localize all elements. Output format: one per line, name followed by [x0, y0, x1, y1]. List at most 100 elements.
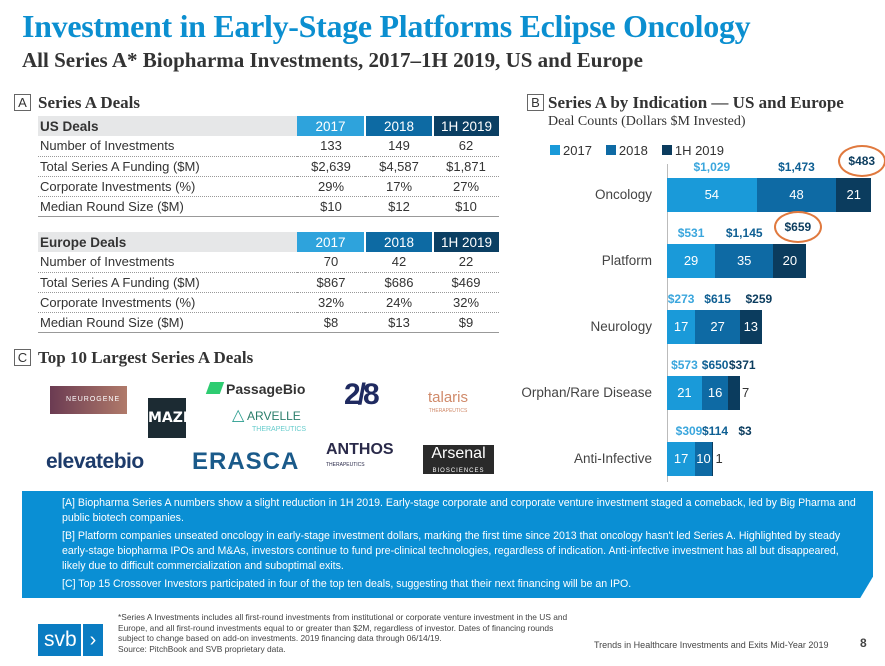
table-header-label: US Deals — [38, 116, 297, 136]
legend-swatch — [605, 145, 616, 155]
table-header-row: US Deals 2017 2018 1H 2019 — [38, 116, 499, 136]
legend-label: 2017 — [563, 143, 592, 158]
table-cell: 29% — [297, 176, 365, 197]
legend-item: 1H 2019 — [661, 143, 724, 158]
table-cell: 70 — [297, 252, 365, 273]
bar-dollar-label: $309 — [675, 424, 703, 438]
bar-segment: 7 — [728, 376, 749, 410]
table-cell: 17% — [365, 176, 433, 197]
bar-segment: 17 — [667, 442, 696, 476]
column-header: 2018 — [365, 232, 434, 252]
legend-label: 2018 — [618, 143, 648, 158]
table-cell: 24% — [365, 292, 433, 313]
arsenal-text: Arsenal — [431, 445, 486, 462]
bar-count-label: 7 — [742, 385, 750, 400]
bar-count-label: 35 — [736, 253, 752, 268]
source-text: Source: PitchBook and SVB proprietary da… — [118, 643, 286, 654]
page-number: 8 — [860, 636, 867, 650]
bar-dollar-label: $273 — [667, 292, 695, 306]
maze-logo: MAZE — [148, 398, 192, 438]
bar-segment: 16 — [701, 376, 729, 410]
bar-dollar-label: $1,473 — [778, 160, 815, 174]
bar-count-label: 29 — [683, 253, 699, 268]
footnote: *Series A Investments includes all first… — [118, 612, 578, 654]
section-a-title: Series A Deals — [38, 93, 140, 112]
table-cell: $686 — [365, 272, 433, 293]
bar-count-label: 21 — [846, 187, 861, 202]
category-label: Orphan/Rare Disease — [521, 385, 652, 400]
category-label: Neurology — [590, 319, 652, 334]
footnote-text: *Series A Investments includes all first… — [118, 612, 568, 643]
table-cell: $13 — [365, 312, 433, 333]
chevron-right-icon: › — [81, 624, 103, 656]
table-cell: 32% — [433, 292, 499, 313]
table-row: Median Round Size ($M) $10 $12 $10 — [38, 196, 499, 217]
bar-dollar-label: $615 — [704, 292, 731, 306]
column-header: 2018 — [365, 116, 434, 136]
elevatebio-logo: elevatebio — [46, 450, 144, 473]
bar-count-label: 17 — [673, 451, 689, 466]
bar-dollar-label: $259 — [745, 292, 773, 306]
bar-count-label: 13 — [743, 319, 759, 334]
bar-count-label: 20 — [782, 253, 798, 268]
table-cell: $4,587 — [365, 156, 433, 177]
section-c-title: Top 10 Largest Series A Deals — [38, 348, 254, 367]
table-row: Median Round Size ($M) $8 $13 $9 — [38, 312, 499, 333]
row-label: Total Series A Funding ($M) — [38, 272, 297, 293]
bar-dollar-label: $650 — [701, 358, 729, 372]
table-header-row: Europe Deals 2017 2018 1H 2019 — [38, 232, 499, 252]
table-cell: 62 — [433, 136, 499, 157]
chart-title: Series A by Indication — US and Europe — [548, 93, 844, 112]
column-header: 1H 2019 — [433, 116, 499, 136]
talaris-subtext: THERAPEUTICS — [428, 408, 468, 414]
svb-logo: svb › — [38, 624, 103, 656]
bar-segment: 13 — [740, 310, 762, 344]
talaris-text: talaris — [428, 389, 469, 406]
table-row: Corporate Investments (%) 32% 24% 32% — [38, 292, 499, 313]
bar-count-label: 54 — [704, 187, 720, 202]
row-label: Total Series A Funding ($M) — [38, 156, 297, 177]
note-c: [C] Top 15 Crossover Investors participa… — [62, 578, 632, 590]
bar-count-label: 16 — [707, 385, 723, 400]
category-label: Oncology — [594, 187, 652, 202]
key-takeaways-box: [A] Biopharma Series A numbers show a sl… — [22, 491, 873, 598]
anthos-subtext: THERAPEUTICS — [326, 462, 365, 468]
bar-segment: 48 — [756, 178, 837, 212]
legend-swatch — [550, 145, 560, 155]
section-a-letter: A — [14, 94, 31, 111]
chart-legend: 2017 2018 1H 2019 — [550, 143, 738, 158]
bar-segment: 21 — [836, 178, 872, 212]
note-b: [B] Platform companies unseated oncology… — [62, 530, 841, 572]
column-header: 2017 — [297, 116, 366, 136]
row-label: Median Round Size ($M) — [38, 196, 297, 217]
highlight-circle — [773, 211, 822, 243]
erasca-logo: ERASCA — [192, 448, 300, 475]
column-header: 1H 2019 — [433, 232, 499, 252]
page-title: Investment in Early-Stage Platforms Ecli… — [22, 8, 751, 44]
svb-logo-text: svb — [44, 628, 77, 651]
arsenal-subtext: BIOSCIENCES — [432, 468, 485, 474]
row-label: Corporate Investments (%) — [38, 176, 297, 197]
table-cell: $9 — [433, 312, 499, 333]
bar-dollar-label: $114 — [701, 424, 729, 438]
bar-dollar-label: $573 — [671, 358, 698, 372]
anthos-logo: ANTHOS THERAPEUTICS — [326, 441, 394, 471]
highlight-circle — [837, 145, 885, 177]
legend-swatch — [661, 145, 672, 155]
legend-item: 2017 — [550, 143, 592, 158]
table-row: Total Series A Funding ($M) $2,639 $4,587 $… — [38, 156, 499, 177]
bar-dollar-label: $531 — [677, 226, 705, 240]
report-title: Trends in Healthcare Investments and Exi… — [594, 640, 829, 650]
arvelle-subtext: THERAPEUTICS — [252, 426, 307, 433]
bar-count-label: 48 — [789, 187, 804, 202]
table-cell: 42 — [365, 252, 433, 273]
table-cell: 22 — [433, 252, 499, 273]
anthos-text: ANTHOS — [326, 441, 394, 458]
arvelle-logo: △ ARVELLE THERAPEUTICS — [232, 407, 307, 435]
row-label: Number of Investments — [38, 252, 297, 273]
bar-dollar-label: $371 — [728, 358, 756, 372]
table-cell: $12 — [365, 196, 433, 217]
arvelle-text: ARVELLE — [246, 409, 301, 423]
arvelle-triangle-icon: △ — [232, 407, 245, 424]
page-subtitle: All Series A* Biopharma Investments, 201… — [22, 48, 643, 72]
